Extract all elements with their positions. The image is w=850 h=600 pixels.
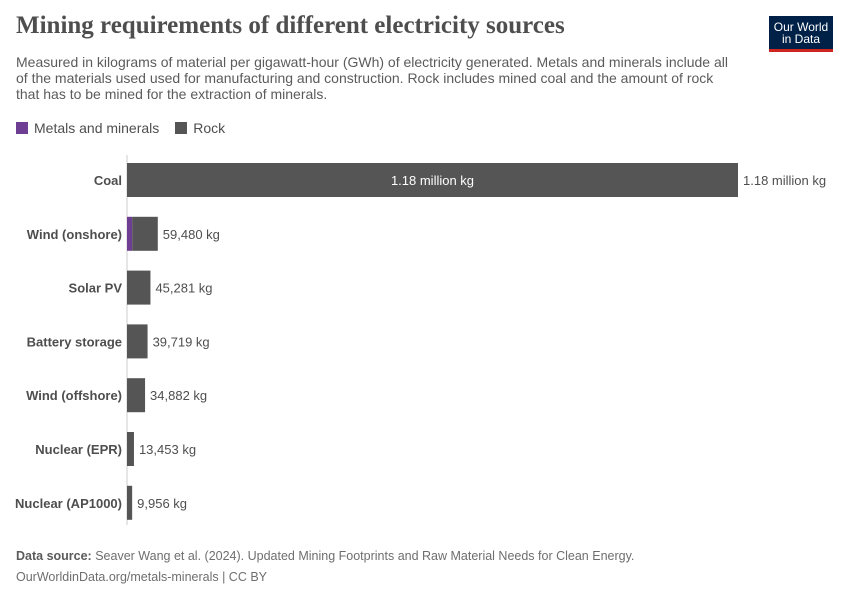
owid-logo[interactable]: Our World in Data — [769, 16, 833, 52]
bar-wind-offshore-rock — [127, 378, 146, 413]
data-source-text[interactable]: Seaver Wang et al. (2024). Updated Minin… — [95, 549, 635, 563]
bar-wind-onshore-metals — [127, 216, 133, 251]
logo-line-1: Our World — [773, 20, 829, 34]
data-source: Data source: Seaver Wang et al. (2024). … — [16, 549, 634, 563]
value-label-nuclear-epr: 13,453 kg — [139, 442, 196, 457]
bar-solar-pv-rock — [127, 270, 151, 305]
chart-subtitle: Measured in kilograms of material per gi… — [16, 54, 728, 102]
category-label-battery-storage: Battery storage — [27, 334, 122, 349]
legend-item-metals[interactable]: Metals and minerals — [16, 120, 159, 136]
bar-coal-rock — [127, 163, 738, 197]
category-label-wind-offshore: Wind (offshore) — [26, 388, 122, 403]
value-label-wind-offshore: 34,882 kg — [150, 388, 207, 403]
legend-label-metals: Metals and minerals — [34, 120, 160, 136]
legend: Metals and minerals Rock — [16, 120, 241, 136]
value-label-coal: 1.18 million kg — [743, 173, 826, 188]
value-label-wind-onshore: 59,480 kg — [163, 227, 220, 242]
bar-chart: Coal 1.18 million kg 1.18 million kg Wind (… — [15, 155, 826, 525]
bar-nuclear-ap1000-rock — [127, 485, 133, 520]
category-label-nuclear-epr: Nuclear (EPR) — [35, 442, 122, 457]
chart-title: Mining requirements of different electri… — [16, 12, 565, 39]
value-label-battery-storage: 39,719 kg — [153, 334, 210, 349]
footer-link[interactable]: OurWorldinData.org/metals-minerals | CC … — [16, 570, 268, 584]
legend-label-rock: Rock — [193, 120, 226, 136]
legend-swatch-rock — [175, 122, 188, 134]
data-source-label: Data source: — [16, 549, 92, 563]
category-label-wind-onshore: Wind (onshore) — [27, 227, 122, 242]
value-label-solar-pv: 45,281 kg — [155, 281, 212, 296]
bar-wind-onshore-rock — [132, 216, 158, 251]
legend-swatch-metals — [16, 122, 28, 134]
category-label-coal: Coal — [94, 173, 122, 188]
legend-item-rock[interactable]: Rock — [175, 120, 225, 136]
value-label-nuclear-ap1000: 9,956 kg — [137, 496, 187, 511]
category-label-nuclear-ap1000: Nuclear (AP1000) — [15, 496, 122, 511]
bar-nuclear-epr-rock — [127, 432, 134, 466]
bar-inner-label-coal: 1.18 million kg — [391, 173, 474, 188]
logo-line-2: in Data — [781, 32, 821, 46]
bar-battery-storage-rock — [127, 324, 148, 359]
category-label-solar-pv: Solar PV — [69, 281, 123, 296]
